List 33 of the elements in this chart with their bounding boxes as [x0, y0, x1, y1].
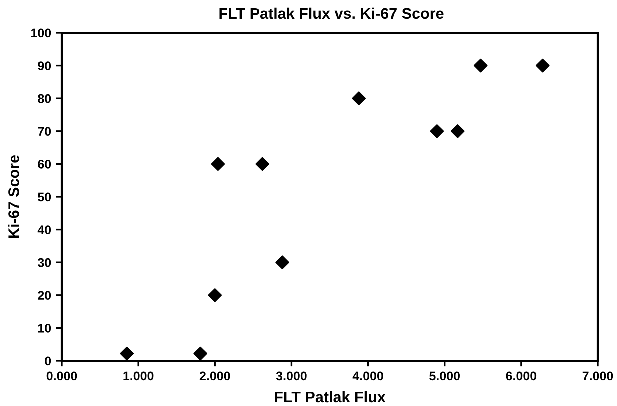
y-tick-label: 90 [38, 62, 52, 70]
point [276, 256, 290, 270]
point [256, 157, 270, 172]
point [430, 124, 444, 138]
point [352, 92, 366, 106]
x-tick-label: 6.000 [506, 372, 537, 381]
x-axis-title: FLT Patlak Flux [275, 391, 386, 403]
chart-title: FLT Patlak Flux vs. Ki-67 Score [220, 8, 444, 20]
point [536, 58, 550, 73]
x-tick-label: 5.000 [430, 372, 460, 381]
y-tick-label: 100 [32, 28, 52, 38]
y-tick-label: 10 [38, 324, 52, 333]
point [474, 58, 488, 73]
y-tick-label: 80 [38, 94, 52, 104]
x-tick-label: 7.000 [582, 372, 614, 381]
y-tick-label: 40 [38, 226, 52, 234]
y-tick-label: 60 [38, 160, 52, 169]
point [450, 124, 465, 138]
y-axis-title: Ki-67 Score [8, 155, 20, 238]
y-tick-label: 30 [38, 258, 52, 268]
point [120, 346, 134, 361]
y-tick-label: 20 [38, 291, 52, 300]
x-tick-label: 0.000 [46, 372, 78, 381]
y-tick-label: 0 [45, 356, 52, 366]
point [194, 346, 208, 361]
point [208, 288, 222, 302]
x-tick-label: 1.000 [124, 372, 154, 381]
x-tick-label: 2.000 [200, 372, 230, 381]
x-tick-label: 3.000 [276, 372, 307, 381]
x-tick-label: 4.000 [352, 372, 384, 381]
point [211, 157, 226, 172]
y-tick-label: 70 [38, 127, 52, 136]
y-tick-label: 50 [38, 192, 52, 202]
